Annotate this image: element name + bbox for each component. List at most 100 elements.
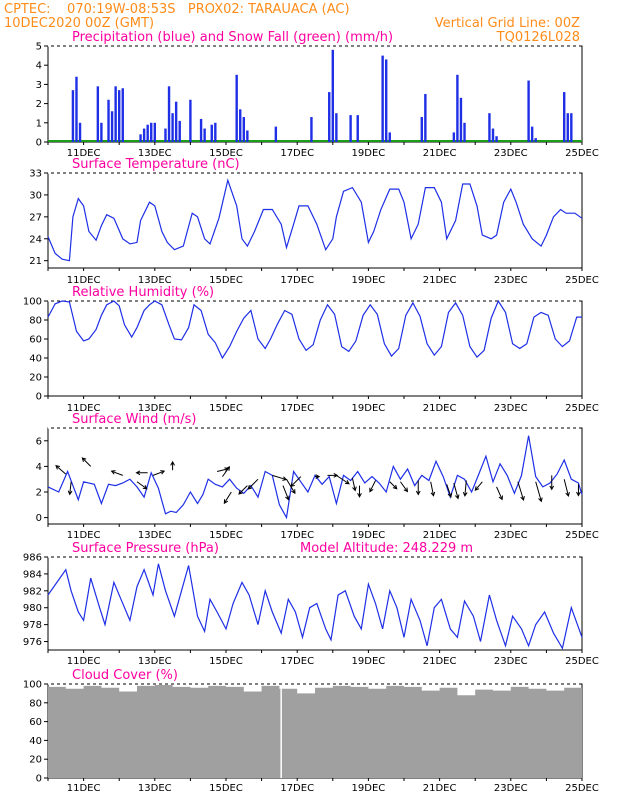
- precip-bar: [424, 94, 427, 142]
- cloud-area: [48, 684, 582, 778]
- wind-arrow: [136, 481, 148, 490]
- wind-xtick-label: 13DEC: [138, 530, 172, 541]
- wind-arrow: [67, 481, 73, 496]
- wind-xtick-label: 11DEC: [67, 530, 101, 541]
- precip-bar: [331, 49, 334, 143]
- cloud-panel: Cloud Cover (%) 0 20 40 60 80 100 11DEC 13DEC 15D…: [23, 668, 599, 794]
- pres-xtick-label: 23DEC: [494, 656, 528, 667]
- wind-xtick-label: 15DEC: [209, 530, 243, 541]
- cloud-xtick-label: 13DEC: [138, 783, 172, 794]
- pres-ytick-label: 980: [23, 603, 42, 614]
- cloud-xtick-label: 25DEC: [565, 783, 599, 794]
- cloud-xtick-label: 19DEC: [352, 783, 386, 794]
- temp-xtick-label: 17DEC: [280, 275, 314, 286]
- temp-title: Surface Temperature (nC): [72, 157, 240, 172]
- cloud-title: Cloud Cover (%): [72, 668, 178, 683]
- rh-series: [47, 299, 582, 360]
- header-date: 10DEC2020 00Z (GMT): [4, 16, 154, 31]
- precip-bar: [121, 88, 124, 142]
- precip-bar: [456, 74, 459, 142]
- wind-xtick-label: 19DEC: [352, 530, 386, 541]
- temp-xtick-label: 19DEC: [352, 275, 386, 286]
- precip-bar: [139, 134, 142, 142]
- wind-ytick-label: 0: [36, 513, 42, 524]
- precip-bar: [107, 99, 110, 142]
- precip-bar: [491, 128, 495, 142]
- wind-title: Surface Wind (m/s): [72, 412, 196, 427]
- precip-bar: [142, 128, 146, 142]
- precip-bar: [71, 90, 75, 142]
- precip-bar: [530, 126, 534, 142]
- wind-arrow: [535, 481, 543, 503]
- precip-bar: [150, 122, 153, 142]
- temp-ytick-label: 24: [29, 234, 42, 245]
- rh-xtick-label: 11DEC: [67, 403, 101, 414]
- precip-panel: Precipitation (blue) and Snow Fall (gree…: [36, 30, 599, 159]
- precip-xtick-label: 11DEC: [67, 148, 101, 159]
- precip-bar: [210, 124, 213, 142]
- precip-bar: [388, 132, 391, 142]
- wind-arrow: [55, 465, 67, 475]
- precip-ytick-label: 0: [36, 138, 42, 149]
- rh-frame: [47, 300, 583, 397]
- cloud-xtick-label: 21DEC: [423, 783, 457, 794]
- precip-bar: [171, 113, 174, 142]
- pres-ytick-label: 978: [23, 620, 42, 631]
- precip-frame: [47, 45, 583, 143]
- wind-arrow: [81, 457, 92, 467]
- precip-bar: [78, 122, 82, 142]
- precip-xtick-label: 23DEC: [494, 148, 528, 159]
- precip-title: Precipitation (blue) and Snow Fall (gree…: [72, 30, 393, 45]
- wind-panel: Surface Wind (m/s) 0 2 4 6 11DEC 13DEC 15DEC 17D…: [36, 412, 599, 541]
- cloud-ytick-label: 80: [29, 698, 42, 709]
- wind-arrow: [462, 480, 468, 497]
- precip-bar: [563, 92, 566, 142]
- precip-bar: [328, 92, 331, 142]
- precip-bar: [381, 55, 384, 142]
- precip-bar: [566, 113, 569, 142]
- precip-bar: [167, 86, 171, 142]
- temp-ytick-label: 30: [29, 190, 42, 201]
- precip-bar: [214, 122, 217, 142]
- rh-title: Relative Humidity (%): [72, 285, 214, 300]
- rh-xtick-label: 15DEC: [209, 403, 243, 414]
- cloud-ytick-label: 20: [29, 755, 42, 766]
- precip-bar: [174, 101, 178, 142]
- precip-bar: [164, 128, 167, 142]
- pres-xtick-label: 11DEC: [67, 656, 101, 667]
- precip-ytick-label: 5: [36, 42, 42, 53]
- precip-xtick-label: 25DEC: [565, 148, 599, 159]
- wind-arrow: [400, 481, 409, 493]
- precip-bar: [274, 126, 278, 142]
- cloud-ytick-label: 0: [36, 774, 42, 785]
- precip-bar: [527, 80, 530, 142]
- wind-arrow: [336, 474, 350, 485]
- temp-panel: Surface Temperature (nC) 21 24 27 30 33 11DEC 1…: [29, 157, 599, 286]
- precip-bar: [495, 136, 498, 142]
- pres-ytick-label: 984: [23, 569, 42, 580]
- wind-arrow: [282, 485, 290, 501]
- wind-arrow: [576, 484, 581, 497]
- rh-ytick-label: 0: [36, 392, 42, 403]
- wind-arrow: [563, 479, 570, 498]
- pres-title: Surface Pressure (hPa): [72, 541, 219, 556]
- temp-ytick-label: 21: [29, 256, 42, 267]
- precip-bar: [189, 99, 192, 142]
- precip-bar: [385, 59, 388, 142]
- precip-bar: [488, 113, 491, 142]
- precip-bar: [242, 117, 245, 142]
- wind-arrow: [170, 460, 175, 471]
- wind-arrow: [272, 474, 288, 481]
- pres-xtick-label: 25DEC: [565, 656, 599, 667]
- wind-ytick-label: 6: [36, 436, 42, 447]
- precip-bar: [235, 74, 238, 142]
- temp-xtick-label: 25DEC: [565, 275, 599, 286]
- rh-xtick-label: 23DEC: [494, 403, 528, 414]
- pres-xtick-label: 17DEC: [280, 656, 314, 667]
- precip-bar: [356, 115, 359, 142]
- precip-bar: [203, 128, 206, 142]
- precip-bar: [199, 118, 203, 142]
- pres-xtick-label: 13DEC: [138, 656, 172, 667]
- rh-ytick-label: 20: [29, 373, 42, 384]
